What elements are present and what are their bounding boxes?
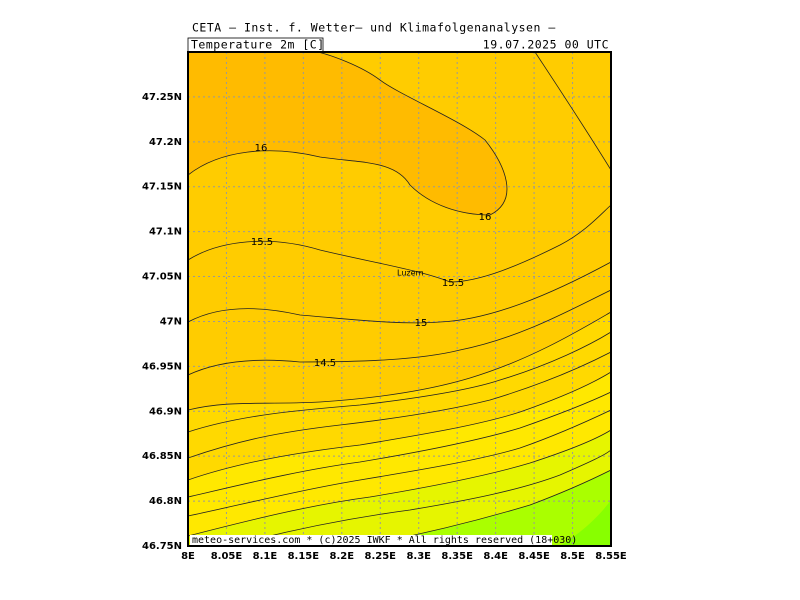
- variable: Temperature_2m_[C]: [191, 38, 325, 52]
- y-tick-label: 47N: [160, 316, 182, 327]
- x-tick-label: 8.35E: [441, 551, 473, 562]
- x-tick-label: 8.55E: [595, 551, 627, 562]
- contour-label: 15: [415, 318, 428, 329]
- date: 19.07.2025 00 UTC: [483, 38, 609, 52]
- y-tick-label: 46.75N: [142, 541, 182, 552]
- contour-label: 15.5: [251, 237, 273, 248]
- band: [560, 500, 611, 546]
- contour-label: 15.5: [442, 278, 464, 289]
- contour-line: [188, 409, 611, 517]
- contour-line: [188, 204, 611, 283]
- contour-label: 16: [255, 143, 268, 154]
- y-tick-label: 47.2N: [149, 137, 182, 148]
- footer-bg: [190, 535, 552, 545]
- y-tick-label: 46.85N: [142, 451, 182, 462]
- x-tick-label: 8.05E: [211, 551, 243, 562]
- contour-line: [188, 52, 611, 216]
- x-tick-label: 8.45E: [518, 551, 550, 562]
- contour-line: [188, 289, 611, 376]
- y-tick-label: 46.95N: [142, 361, 182, 372]
- y-tick-label: 46.9N: [149, 406, 182, 417]
- frame: [187, 51, 612, 547]
- y-tick-label: 47.05N: [142, 272, 182, 283]
- x-tick-label: 8.25E: [365, 551, 397, 562]
- contour-line: [188, 371, 611, 481]
- y-tick-label: 46.8N: [149, 496, 182, 507]
- x-tick-label: 8.4E: [483, 551, 508, 562]
- contour-line: [188, 311, 611, 411]
- fills: [188, 52, 611, 546]
- footer: meteo-services.com * (c)2025 IWKF * All …: [192, 535, 577, 546]
- band: [360, 470, 611, 546]
- contour-line: [188, 391, 611, 498]
- x-tick-label: 8E: [181, 551, 195, 562]
- band: [188, 52, 507, 215]
- map-title: CETA — Inst. f. Wetter— und Klimafolgena…: [192, 21, 556, 35]
- place-label: Luzern: [397, 269, 424, 278]
- contour-line: [188, 331, 611, 433]
- contour-label: 16: [479, 212, 492, 223]
- y-tick-label: 47.1N: [149, 227, 182, 238]
- contour-line: [188, 429, 611, 537]
- x-tick-label: 8.3E: [406, 551, 431, 562]
- x-tick-label: 8.2E: [330, 551, 355, 562]
- contour-line: [229, 449, 611, 546]
- y-tick-label: 47.25N: [142, 92, 182, 103]
- contour-line: [188, 351, 611, 459]
- contours: [188, 52, 611, 546]
- contour-line: [188, 261, 611, 324]
- y-tick-label: 47.15N: [142, 182, 182, 193]
- x-tick-label: 8.1E: [253, 551, 278, 562]
- contour-label: 14.5: [314, 358, 336, 369]
- x-tick-label: 8.5E: [560, 551, 585, 562]
- x-tick-label: 8.15E: [288, 551, 320, 562]
